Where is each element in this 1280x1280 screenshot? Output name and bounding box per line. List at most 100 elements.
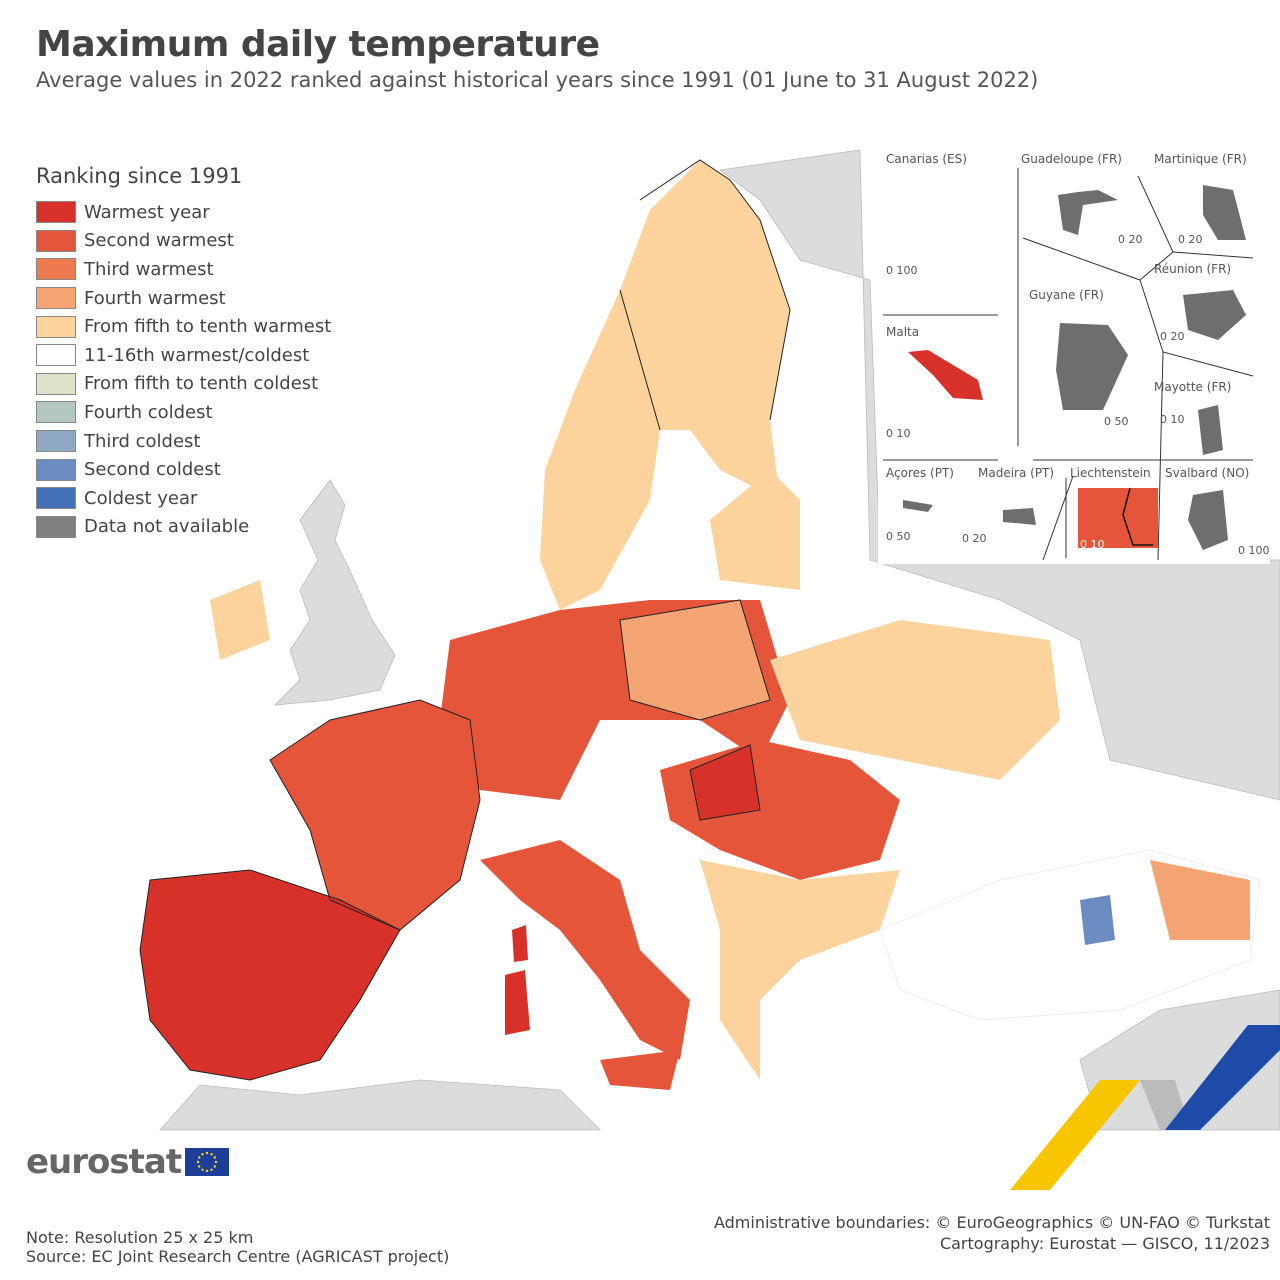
scandinavia-area: [540, 160, 790, 610]
scale-mayotte: 0 10: [1160, 413, 1185, 426]
italy-area: [480, 840, 690, 1060]
legend-item: Second warmest: [36, 227, 331, 256]
legend-swatch: [36, 258, 76, 281]
legend-label: Warmest year: [84, 201, 210, 223]
legend-swatch: [36, 201, 76, 224]
source-text: Source: EC Joint Research Centre (AGRICA…: [26, 1247, 450, 1266]
eastern-area: [770, 620, 1060, 780]
footnote: Note: Resolution 25 x 25 km Source: EC J…: [26, 1228, 449, 1266]
legend-label: Data not available: [84, 516, 250, 538]
scale-svalbard: 0 100: [1238, 544, 1270, 557]
legend-label: Coldest year: [84, 487, 198, 509]
legend-label: Third coldest: [84, 430, 201, 452]
legend-item: Third coldest: [36, 427, 331, 456]
legend-swatch: [36, 430, 76, 453]
country-borders: [139, 159, 791, 1081]
madeira-shape: [1003, 508, 1036, 525]
legend-item: From fifth to tenth warmest: [36, 312, 331, 341]
inset-panel: Canarias (ES) Guadeloupe (FR) Martinique…: [878, 140, 1270, 564]
guyane-shape: [1056, 323, 1128, 410]
great-britain: [273, 479, 396, 706]
legend-swatch: [36, 515, 76, 538]
malta-shape: [908, 350, 983, 400]
scale-acores: 0 50: [886, 530, 911, 543]
legend-item: Third warmest: [36, 255, 331, 284]
ranking-fill: [140, 160, 1261, 1090]
svalbard-shape: [1188, 490, 1228, 550]
inset-label-guyane: Guyane (FR): [1029, 288, 1104, 302]
turkey-cold-patch: [1080, 895, 1115, 945]
legend-label: Second coldest: [84, 459, 221, 481]
sicily: [600, 1050, 680, 1090]
legend-swatch: [36, 458, 76, 481]
corsica: [512, 925, 528, 962]
legend-label: 11-16th warmest/coldest: [84, 344, 310, 366]
balkans-area: [700, 860, 900, 1080]
legend-swatch: [36, 315, 76, 338]
eurostat-logo-text: eurostat: [26, 1142, 182, 1182]
eurostat-ribbon-decoration: [1010, 1025, 1280, 1190]
legend-title: Ranking since 1991: [36, 164, 243, 188]
inset-label-canarias: Canarias (ES): [886, 152, 967, 166]
inset-label-svalbard: Svalbard (NO): [1165, 466, 1250, 480]
inset-label-mayotte: Mayotte (FR): [1154, 380, 1232, 394]
map-subtitle: Average values in 2022 ranked against hi…: [36, 68, 1039, 92]
eu-flag-icon: [185, 1148, 230, 1176]
mayotte-shape: [1198, 405, 1223, 455]
legend-swatch: [36, 372, 76, 395]
legend-label: Third warmest: [84, 258, 214, 280]
hungary-core: [690, 745, 760, 820]
turkey-east-warm: [1150, 860, 1250, 940]
cartography-credit: Cartography: Eurostat — GISCO, 11/2023: [939, 1234, 1270, 1253]
scale-canarias: 0 100: [886, 264, 918, 277]
inset-label-martinique: Martinique (FR): [1154, 152, 1247, 166]
legend-label: Second warmest: [84, 230, 234, 252]
inset-label-guadeloupe: Guadeloupe (FR): [1021, 152, 1122, 166]
legend-item: Coldest year: [36, 484, 331, 513]
inset-label-reunion: Réunion (FR): [1154, 262, 1232, 276]
eurostat-logo: eurostat: [26, 1142, 230, 1182]
baltics-area: [710, 470, 800, 590]
scale-madeira: 0 20: [962, 532, 987, 545]
inset-dividers: [883, 168, 1254, 561]
legend-swatch: [36, 344, 76, 367]
scale-liechtenstein: 0 10: [1080, 538, 1105, 551]
martinique-shape: [1203, 185, 1246, 240]
ireland-area: [210, 580, 270, 660]
sardinia: [505, 970, 530, 1035]
legend-item: Fourth warmest: [36, 284, 331, 313]
boundaries-credit: Administrative boundaries: © EuroGeograp…: [713, 1213, 1270, 1232]
legend-label: Fourth warmest: [84, 287, 226, 309]
credits: Administrative boundaries: © EuroGeograp…: [714, 1212, 1270, 1254]
scale-reunion: 0 20: [1160, 330, 1185, 343]
north-africa: [159, 1079, 601, 1131]
scale-guyane: 0 50: [1104, 415, 1129, 428]
europe-map: [139, 149, 1280, 1131]
inset-label-madeira: Madeira (PT): [978, 466, 1055, 480]
legend-label: From fifth to tenth coldest: [84, 373, 319, 395]
poland-area: [620, 600, 770, 720]
legend-swatch: [36, 487, 76, 510]
legend-swatch: [36, 229, 76, 252]
liechtenstein-box: [1078, 488, 1158, 548]
legend-item: Warmest year: [36, 198, 331, 227]
scale-martinique: 0 20: [1178, 233, 1203, 246]
inset-label-malta: Malta: [886, 325, 920, 339]
legend: Ranking since 1991 Warmest year Second wa…: [36, 164, 331, 541]
reunion-shape: [1183, 290, 1246, 340]
note-resolution: Note: Resolution 25 x 25 km: [26, 1228, 254, 1247]
legend-item: From fifth to tenth coldest: [36, 370, 331, 399]
legend-swatch: [36, 287, 76, 310]
legend-item: Fourth coldest: [36, 398, 331, 427]
iberia-area: [140, 870, 400, 1080]
scale-guadeloupe: 0 20: [1118, 233, 1143, 246]
legend-label: From fifth to tenth warmest: [84, 316, 332, 338]
legend-item: Data not available: [36, 513, 331, 542]
legend-item: 11-16th warmest/coldest: [36, 341, 331, 370]
scale-malta: 0 10: [886, 427, 911, 440]
russia-east: [718, 149, 1280, 801]
legend-item: Second coldest: [36, 455, 331, 484]
hungary-romania-area: [660, 740, 900, 880]
map-title: Maximum daily temperature: [36, 24, 600, 65]
inset-label-acores: Açores (PT): [886, 466, 954, 480]
